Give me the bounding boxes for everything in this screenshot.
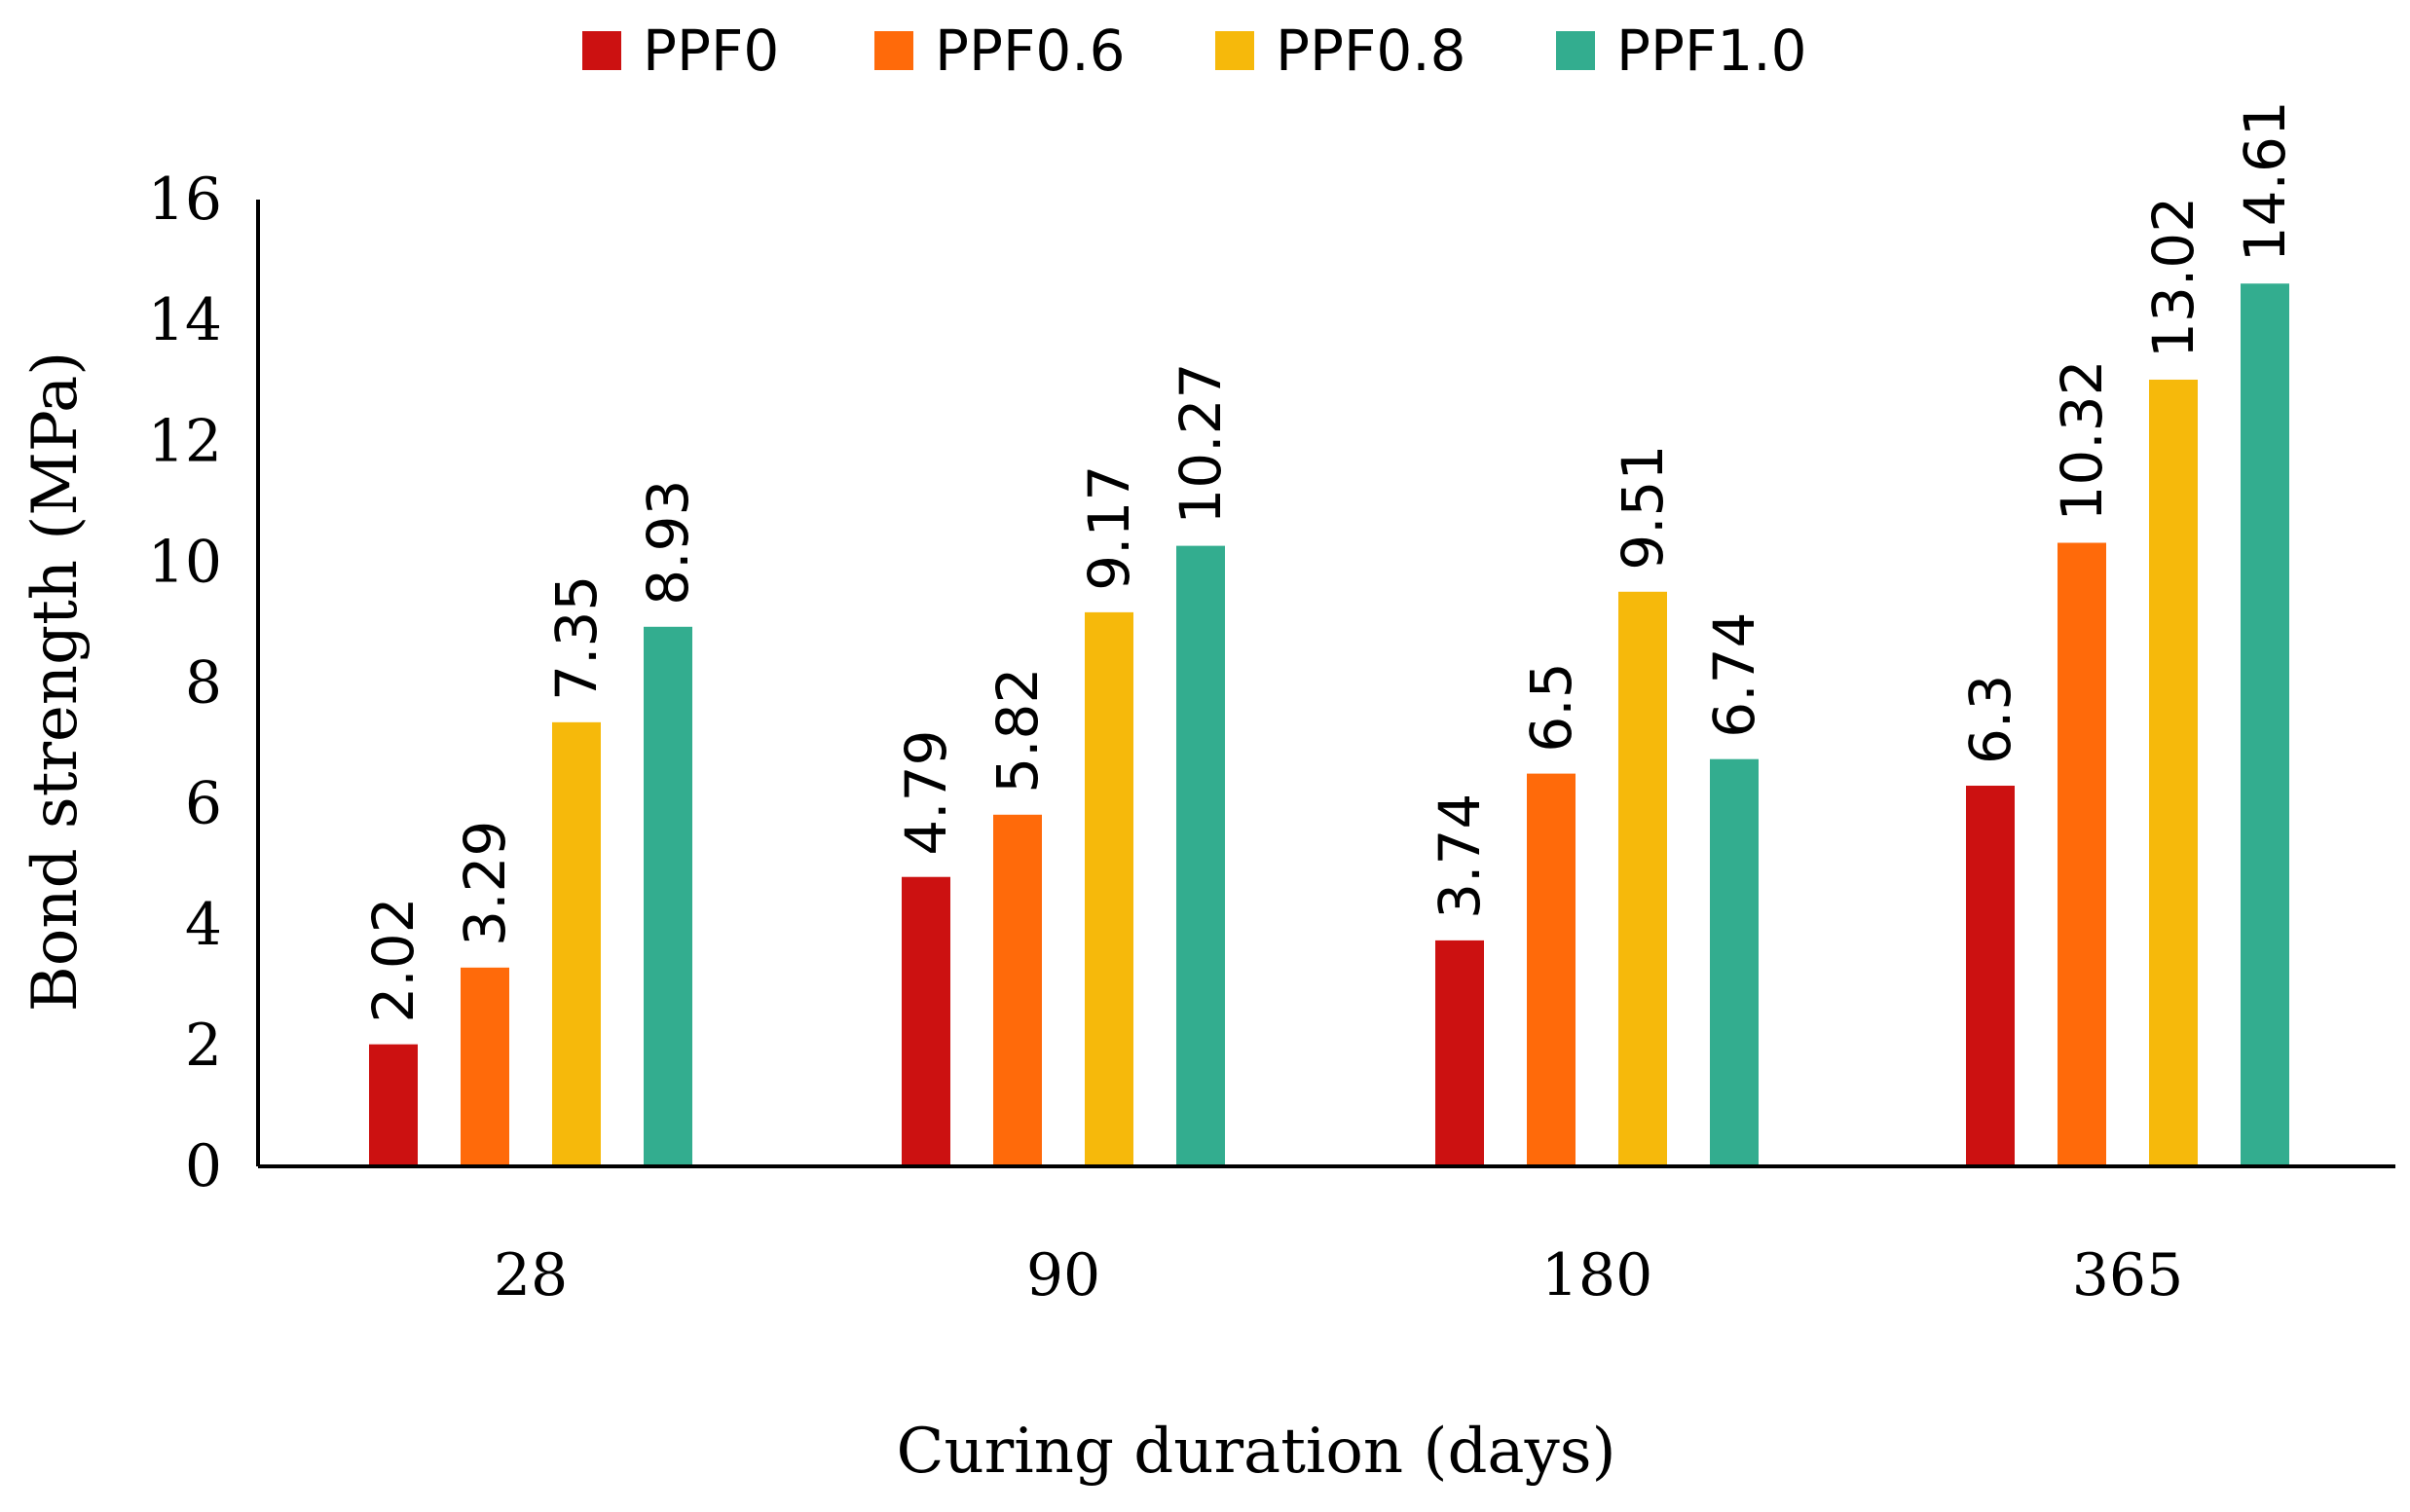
legend-swatch bbox=[874, 31, 913, 70]
data-label: 9.17 bbox=[1076, 465, 1142, 591]
x-tick-label: 365 bbox=[2072, 1241, 2184, 1309]
y-tick-label: 10 bbox=[148, 528, 222, 596]
data-label: 2.02 bbox=[360, 897, 426, 1022]
bar-ppf0-6-365 bbox=[2058, 542, 2106, 1166]
bar-ppf1-0-180 bbox=[1710, 758, 1759, 1166]
data-label: 4.79 bbox=[893, 730, 959, 856]
data-labels: 2.02 4.79 3.74 6.3 3.29 5.82 6.5 10.32 7.35 9.17 9… bbox=[360, 100, 2298, 1022]
x-tick-label: 180 bbox=[1541, 1241, 1653, 1309]
x-tick-label: 90 bbox=[1026, 1241, 1100, 1309]
data-label: 6.74 bbox=[1701, 612, 1767, 738]
y-tick-label: 8 bbox=[185, 649, 222, 718]
data-label: 13.02 bbox=[2140, 197, 2206, 358]
bar-ppf0-8-90 bbox=[1085, 611, 1133, 1166]
data-label: 10.32 bbox=[2049, 359, 2115, 521]
data-label: 5.82 bbox=[984, 668, 1051, 793]
bar-ppf0-6-180 bbox=[1527, 773, 1576, 1166]
y-axis-ticks: 0 2 4 6 8 10 12 14 16 bbox=[148, 166, 222, 1200]
bar-ppf0-6-90 bbox=[993, 814, 1042, 1166]
data-label: 6.5 bbox=[1518, 662, 1584, 752]
legend-swatch bbox=[1556, 31, 1595, 70]
legend-label: PPF0.6 bbox=[935, 18, 1126, 84]
x-tick-label: 28 bbox=[494, 1241, 568, 1309]
bar-ppf1-0-28 bbox=[644, 626, 692, 1166]
bar-ppf0-90 bbox=[902, 876, 950, 1166]
data-label: 14.61 bbox=[2232, 100, 2298, 262]
bars bbox=[369, 283, 2289, 1167]
y-tick-label: 2 bbox=[185, 1012, 222, 1080]
data-label: 8.93 bbox=[635, 480, 701, 606]
data-label: 7.35 bbox=[543, 575, 610, 701]
bar-ppf0-8-28 bbox=[552, 721, 601, 1166]
data-label: 6.3 bbox=[1957, 675, 2023, 764]
data-label: 3.29 bbox=[452, 821, 518, 946]
x-axis-title: Curing duration (days) bbox=[896, 1416, 1615, 1488]
legend-swatch bbox=[582, 31, 621, 70]
data-label: 9.51 bbox=[1610, 445, 1676, 571]
y-axis-title: Bond strength (MPa) bbox=[19, 351, 92, 1012]
x-axis-ticks: 28 90 180 365 bbox=[494, 1241, 2183, 1309]
bar-ppf1-0-365 bbox=[2241, 283, 2289, 1167]
legend: PPF0 PPF0.6 PPF0.8 PPF1.0 bbox=[582, 18, 1807, 84]
y-tick-label: 12 bbox=[148, 407, 222, 475]
y-tick-label: 16 bbox=[148, 166, 222, 234]
y-tick-label: 14 bbox=[148, 286, 222, 354]
y-tick-label: 4 bbox=[185, 891, 222, 959]
legend-label: PPF1.0 bbox=[1616, 18, 1807, 84]
y-tick-label: 0 bbox=[185, 1132, 222, 1200]
legend-swatch bbox=[1215, 31, 1254, 70]
bar-ppf0-6-28 bbox=[461, 967, 509, 1166]
data-label: 3.74 bbox=[1427, 793, 1493, 919]
bar-ppf1-0-90 bbox=[1176, 545, 1225, 1166]
bar-ppf0-365 bbox=[1966, 786, 2015, 1166]
legend-label: PPF0 bbox=[643, 18, 779, 84]
bar-ppf0-28 bbox=[369, 1044, 418, 1166]
bar-ppf0-8-180 bbox=[1618, 591, 1667, 1166]
bar-ppf0-8-365 bbox=[2149, 379, 2198, 1166]
bar-ppf0-180 bbox=[1435, 940, 1484, 1166]
data-label: 10.27 bbox=[1168, 363, 1234, 525]
y-tick-label: 6 bbox=[185, 770, 222, 838]
legend-label: PPF0.8 bbox=[1276, 18, 1466, 84]
